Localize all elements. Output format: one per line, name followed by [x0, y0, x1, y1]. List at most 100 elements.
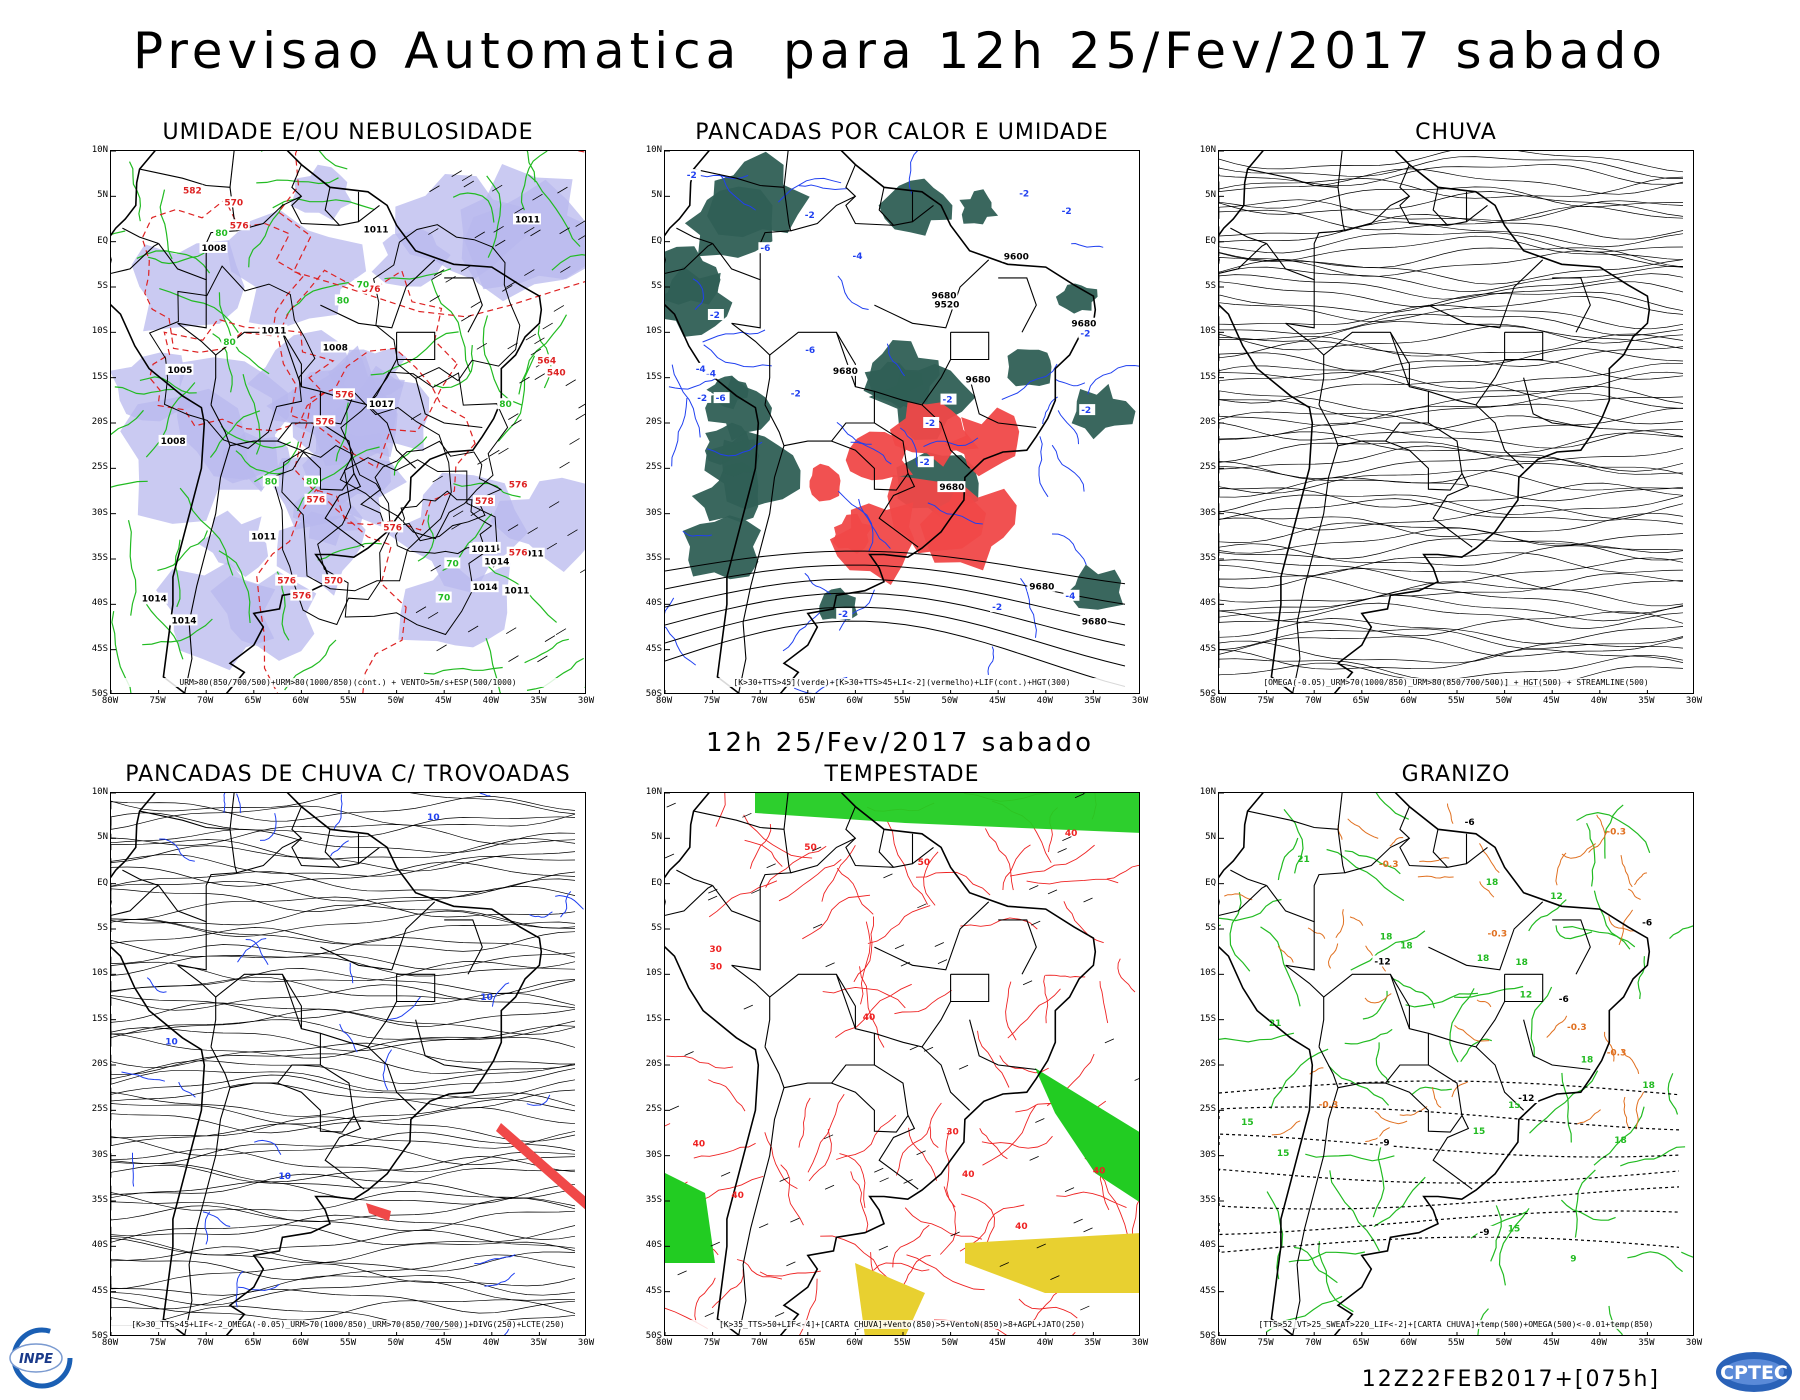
longitude-axis: 80W 75W 70W 65W 60W 55W 50W 45W 40W 35W 30W — [1210, 1338, 1702, 1350]
streamline — [1219, 348, 1684, 373]
divergence-contour — [503, 1328, 510, 1335]
height-contour — [665, 592, 1126, 646]
streamline — [1219, 313, 1684, 336]
streamline — [111, 861, 576, 887]
panel-trovoadas: PANCADAS DE CHUVA C/ TROVOADAS 10 10 10 10 [… — [92, 762, 594, 1348]
latitude-label: EQ — [651, 877, 662, 888]
map-chuva: [OMEGA(-0.05)_URM>70(1000/850)_URM>80(85… — [1218, 150, 1694, 694]
model-run-label: 12Z22FEB2017+[075h] — [1361, 1367, 1660, 1392]
lifted-index-contour — [665, 597, 675, 615]
wind-vector — [665, 853, 675, 859]
storm-contour — [1005, 981, 1017, 1041]
latitude-label: 5S — [651, 281, 662, 291]
streamline — [111, 1042, 575, 1069]
longitude-label: 45W — [435, 1338, 452, 1348]
height-label: 9680 — [1079, 615, 1108, 627]
longitude-label: 80W — [655, 1338, 673, 1348]
svg-text:-2: -2 — [920, 458, 930, 468]
lifted-index-contour — [671, 397, 688, 467]
streamline — [111, 1008, 576, 1035]
wind-barb — [451, 522, 462, 530]
svg-text:18: 18 — [1400, 942, 1413, 952]
streamline — [111, 1131, 576, 1157]
country-border — [1385, 440, 1463, 491]
svg-text:40: 40 — [1015, 1222, 1028, 1232]
latitude-axis: 10N 5N EQ 5S 10S 15S 20S 25S 30S 35S 40S 45S 50S — [638, 145, 662, 699]
storm-contour — [960, 917, 1038, 930]
jet-area — [366, 1203, 391, 1221]
streamline — [1219, 477, 1684, 502]
map-trovoadas: 10 10 10 10 [K>30_TTS>45+LIF<-2_OMEGA(-0.05)… — [110, 792, 586, 1336]
wind-barb — [557, 186, 568, 194]
svg-text:570: 570 — [324, 576, 343, 586]
streamline — [1219, 441, 1684, 463]
lifted-index-contour — [682, 530, 712, 537]
country-border — [712, 243, 761, 329]
temperature-contour — [1277, 837, 1299, 881]
country-border — [210, 997, 217, 1047]
wind-barb — [534, 373, 546, 380]
humidity-contour — [218, 550, 251, 624]
wind-barb — [546, 542, 558, 550]
streamline — [111, 1116, 576, 1142]
country-border — [1230, 227, 1267, 245]
country-border — [1285, 322, 1473, 548]
country-border — [291, 806, 380, 868]
lifted-index-contour — [804, 572, 832, 596]
temp850-contour — [1219, 1106, 1680, 1131]
svg-text:80: 80 — [499, 400, 512, 410]
height-label: 9600 — [1001, 250, 1030, 263]
thickness-contour — [293, 347, 476, 531]
storm-contour — [929, 1102, 942, 1148]
country-border — [210, 404, 321, 447]
temperature-contour — [1528, 899, 1567, 932]
country-border — [1266, 885, 1315, 971]
temperature-contour — [1529, 1070, 1599, 1134]
temperature-contour — [1637, 956, 1646, 1000]
temperature-contour — [1555, 925, 1593, 940]
storm-contour — [799, 1278, 818, 1335]
wind-barb — [410, 413, 422, 420]
longitude-label: 45W — [989, 696, 1006, 706]
divergence-contour — [202, 1211, 231, 1227]
streamline — [1219, 199, 1684, 221]
longitude-label: 65W — [1352, 1338, 1369, 1348]
latitude-label: EQ — [651, 235, 662, 246]
wind-barb — [575, 413, 585, 421]
country-border — [122, 227, 159, 245]
streamline — [111, 910, 576, 937]
latitude-label: 30S — [1199, 507, 1216, 518]
longitude-label: 75W — [1257, 1338, 1274, 1348]
svg-text:-12: -12 — [1518, 1094, 1534, 1104]
streamline — [111, 1002, 576, 1027]
country-border — [950, 331, 990, 361]
wind-barb — [474, 231, 485, 239]
streamline — [1219, 273, 1684, 300]
lifted-index-label: -6 — [713, 392, 730, 404]
streamline — [1219, 588, 1684, 614]
wind-vector — [812, 923, 823, 929]
height-label: 9680 — [963, 373, 992, 386]
streamline — [1219, 186, 1683, 209]
country-border — [415, 377, 483, 429]
country-border — [320, 259, 436, 329]
country-border — [1428, 1001, 1506, 1048]
temperature-contour — [1667, 1073, 1679, 1115]
humidity-contour — [248, 203, 284, 268]
latitude-label: 50S — [1199, 689, 1216, 699]
longitude-label: 80W — [1209, 696, 1227, 706]
lifted-index-contour — [777, 177, 842, 203]
longitude-label: 50W — [387, 696, 404, 706]
map-legend: URM>80(850/700/500)+URM>80(1000/850)(con… — [111, 678, 585, 687]
storm-contour — [873, 1262, 930, 1272]
streamline — [1219, 454, 1684, 479]
height-label: 9680 — [1069, 317, 1098, 330]
latitude-label: 35S — [1199, 553, 1216, 563]
country-border — [1428, 359, 1506, 406]
streamline — [1219, 445, 1684, 472]
latitude-label: 35S — [1199, 1195, 1216, 1205]
wind-barb — [436, 644, 447, 652]
latitude-label: 20S — [91, 417, 108, 427]
svg-text:-6: -6 — [760, 244, 770, 254]
storm-label: 40 — [863, 1013, 876, 1023]
